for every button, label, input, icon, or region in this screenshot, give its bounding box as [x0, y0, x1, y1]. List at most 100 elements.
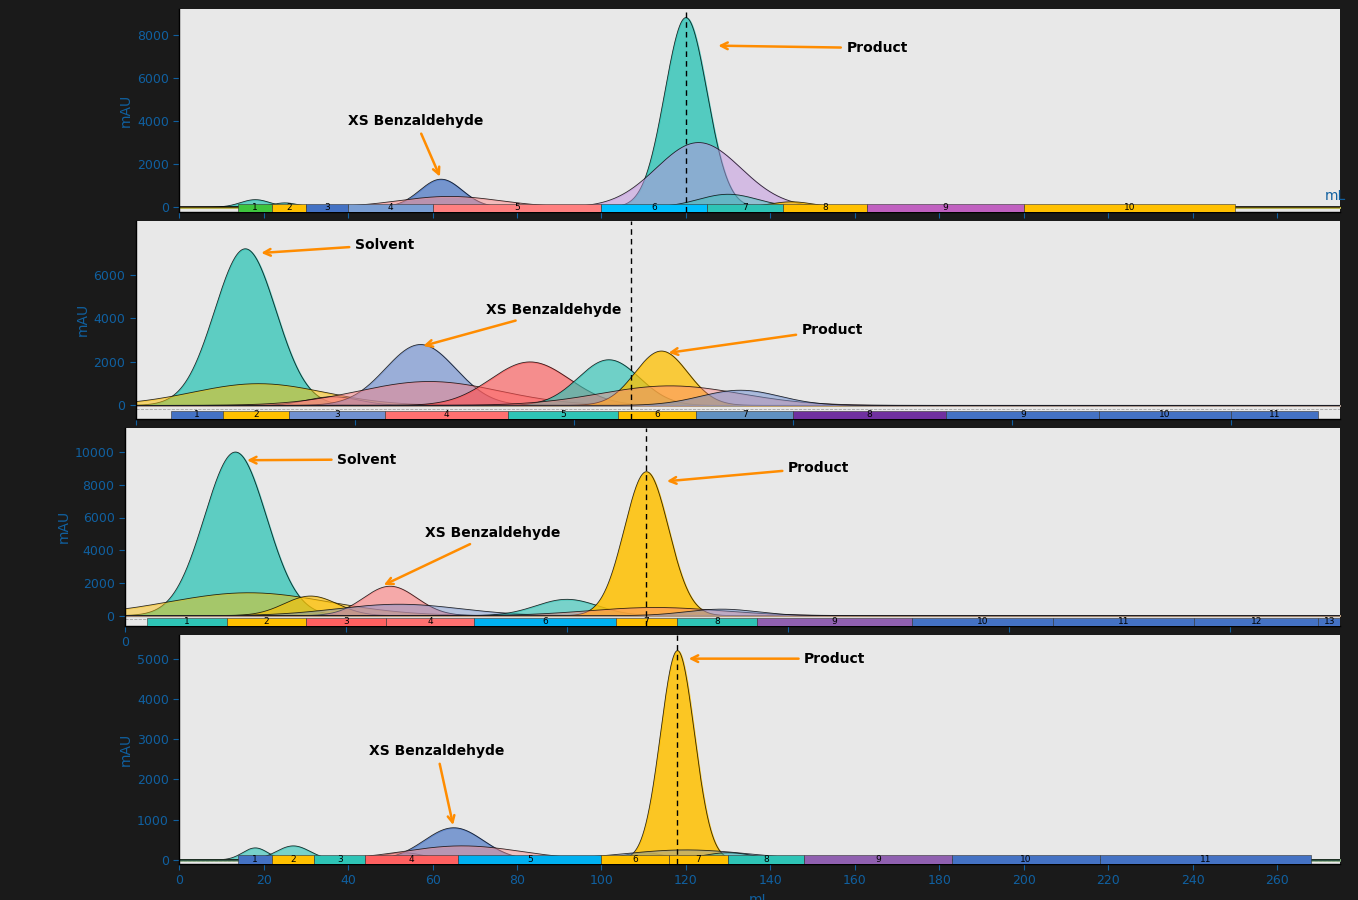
Bar [458, 855, 602, 864]
Text: 5: 5 [527, 855, 532, 864]
Text: 6: 6 [633, 855, 638, 864]
Text: 9: 9 [1020, 410, 1025, 419]
Text: 4: 4 [387, 203, 394, 212]
Bar [756, 618, 911, 626]
Text: XS Benzaldehyde: XS Benzaldehyde [348, 114, 483, 174]
Text: Solvent: Solvent [263, 238, 414, 256]
Bar [728, 855, 804, 864]
Text: 6: 6 [542, 617, 547, 626]
Text: mL: mL [1324, 189, 1346, 203]
Y-axis label: mAU: mAU [75, 303, 90, 336]
Text: 8: 8 [763, 855, 769, 864]
Text: 5: 5 [559, 410, 566, 419]
Bar [474, 618, 615, 626]
Bar [602, 203, 708, 212]
Bar [365, 855, 458, 864]
Bar [239, 855, 272, 864]
Bar [615, 618, 678, 626]
Text: 11: 11 [1199, 855, 1211, 864]
Text: Product: Product [669, 461, 849, 483]
Text: 12: 12 [1251, 617, 1262, 626]
Text: Product: Product [671, 322, 862, 355]
Bar [602, 855, 669, 864]
Text: 10: 10 [1020, 855, 1032, 864]
Bar [386, 411, 508, 418]
Text: 3: 3 [325, 203, 330, 212]
Text: 2: 2 [287, 203, 292, 212]
Bar [433, 203, 602, 212]
Bar [1100, 855, 1310, 864]
Text: 4: 4 [409, 855, 414, 864]
Text: 9: 9 [831, 617, 837, 626]
Text: XS Benzaldehyde: XS Benzaldehyde [426, 303, 622, 346]
Text: 1: 1 [194, 410, 200, 419]
Bar [911, 618, 1052, 626]
Text: 1: 1 [253, 203, 258, 212]
Text: 10: 10 [1123, 203, 1135, 212]
Text: XS Benzaldehyde: XS Benzaldehyde [369, 744, 505, 823]
Text: 7: 7 [644, 617, 649, 626]
Bar [1024, 203, 1234, 212]
Bar [1319, 618, 1340, 626]
Text: 8: 8 [714, 617, 720, 626]
Text: 2: 2 [291, 855, 296, 864]
Bar [306, 203, 348, 212]
Bar [147, 618, 227, 626]
Bar [224, 411, 289, 418]
Bar [952, 855, 1100, 864]
Text: 5: 5 [515, 203, 520, 212]
Text: 1: 1 [183, 617, 190, 626]
Text: 7: 7 [743, 203, 748, 212]
Text: 11: 11 [1118, 617, 1130, 626]
Bar [618, 411, 697, 418]
Bar [868, 203, 1024, 212]
Bar [314, 855, 365, 864]
Text: Product: Product [691, 652, 865, 666]
Text: 6: 6 [652, 203, 657, 212]
Bar [272, 203, 306, 212]
Bar [947, 411, 1100, 418]
Bar [708, 203, 784, 212]
Text: Solvent: Solvent [250, 453, 397, 466]
Bar [386, 618, 474, 626]
Bar [171, 411, 224, 418]
Text: 7: 7 [741, 410, 747, 419]
Text: 3: 3 [337, 855, 342, 864]
Bar [227, 618, 306, 626]
Bar [239, 203, 272, 212]
Text: 8: 8 [866, 410, 872, 419]
Y-axis label: mAU: mAU [57, 510, 71, 543]
Y-axis label: mAU: mAU [118, 733, 133, 766]
Text: 1: 1 [253, 855, 258, 864]
Bar [508, 411, 618, 418]
Text: 11: 11 [1268, 410, 1281, 419]
Bar [784, 203, 868, 212]
Text: 2: 2 [263, 617, 269, 626]
Bar [289, 411, 386, 418]
Bar [678, 618, 756, 626]
Bar [1100, 411, 1230, 418]
Text: 4: 4 [426, 617, 433, 626]
Text: 10: 10 [1160, 410, 1171, 419]
Bar [348, 203, 433, 212]
Bar [1230, 411, 1319, 418]
X-axis label: mL: mL [750, 893, 770, 900]
Text: 8: 8 [823, 203, 828, 212]
Text: 13: 13 [1324, 617, 1335, 626]
Y-axis label: mAU: mAU [118, 94, 133, 127]
Text: 9: 9 [875, 855, 881, 864]
Text: 3: 3 [344, 617, 349, 626]
Text: 7: 7 [695, 855, 702, 864]
Bar [804, 855, 952, 864]
Bar [697, 411, 793, 418]
Text: 6: 6 [655, 410, 660, 419]
Bar [793, 411, 947, 418]
Bar [272, 855, 314, 864]
Bar [306, 618, 386, 626]
Text: 3: 3 [334, 410, 340, 419]
Bar [669, 855, 728, 864]
Text: 4: 4 [444, 410, 449, 419]
Text: Product: Product [721, 41, 907, 55]
Bar [1052, 618, 1195, 626]
Bar [1195, 618, 1319, 626]
